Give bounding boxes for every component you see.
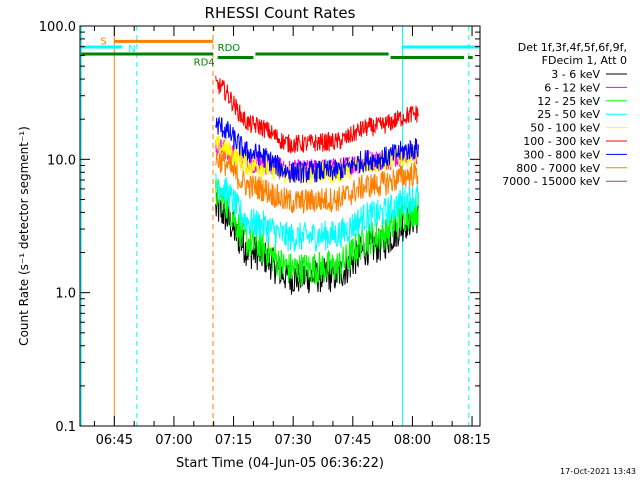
flag-bar-label: N	[128, 44, 135, 55]
x-tick-label: 07:30	[274, 433, 311, 448]
x-tick-label: 07:15	[215, 433, 252, 448]
legend-entry-label: 25 - 50 keV	[537, 108, 600, 121]
legend-entry-label: 100 - 300 keV	[523, 135, 600, 148]
x-axis-label: Start Time (04-Jun-05 06:36:22)	[176, 456, 384, 471]
flag-bar-label: RDO	[218, 43, 241, 54]
timestamp: 17-Oct-2021 13:43	[560, 467, 636, 476]
x-tick-label: 06:45	[96, 433, 133, 448]
legend-entry-label: 800 - 7000 keV	[516, 162, 600, 175]
y-tick-label: 10.0	[47, 153, 76, 168]
x-tick-label: 07:45	[334, 433, 371, 448]
series-line	[215, 173, 419, 253]
y-tick-label: 100.0	[39, 20, 76, 35]
series-line	[215, 116, 419, 184]
plot-frame	[79, 25, 481, 427]
series-line	[215, 178, 419, 286]
legend-entry-label: 50 - 100 keV	[530, 122, 600, 135]
legend: Det 1f,3f,4f,5f,6f,9f, FDecim 1, Att 0 3…	[502, 41, 627, 188]
legend-header-line-2: FDecim 1, Att 0	[542, 54, 627, 67]
flag-bar-label: S	[100, 36, 106, 47]
legend-entry-label: 12 - 25 keV	[537, 95, 600, 108]
y-axis-label: Count Rate (s⁻¹ detector segment⁻¹)	[17, 126, 31, 346]
series-line	[215, 151, 419, 215]
legend-entry-label: 300 - 800 keV	[523, 148, 600, 161]
x-tick-label: 07:00	[155, 433, 192, 448]
axes: 0.1 1.0 10.0 100.0 06:45 07:00 07:15 07:30 07:45…	[39, 20, 491, 448]
legend-header-line-1: Det 1f,3f,4f,5f,6f,9f,	[518, 41, 627, 54]
flag-bar-label: RD4	[194, 58, 215, 69]
y-tick-label: 0.1	[55, 420, 76, 435]
series-lines	[215, 75, 419, 295]
legend-entry-label: 6 - 12 keV	[544, 81, 600, 94]
legend-entry-label: 3 - 6 keV	[551, 68, 600, 81]
series-line	[215, 75, 419, 154]
legend-entry-label: 7000 - 15000 keV	[502, 175, 600, 188]
x-tick-label: 08:15	[453, 433, 490, 448]
chart-title: RHESSI Count Rates	[205, 4, 356, 22]
x-tick-label: 08:00	[394, 433, 431, 448]
y-tick-label: 1.0	[55, 287, 76, 302]
